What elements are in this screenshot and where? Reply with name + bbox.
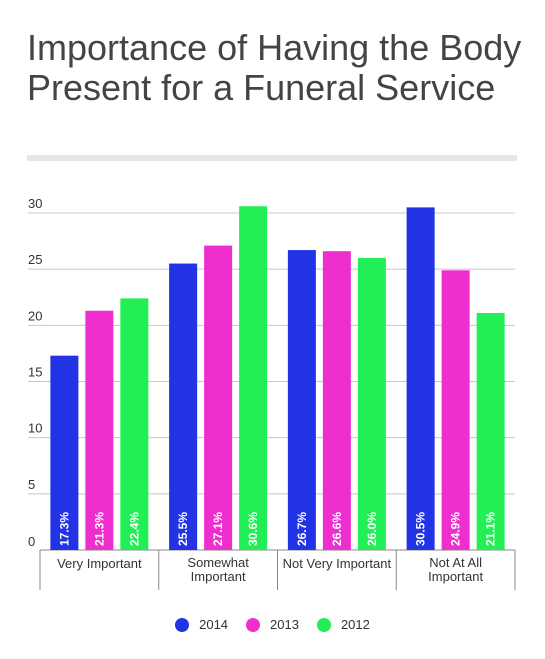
y-tick-label: 0 [28,534,35,549]
bar-data-label: 22.4% [127,512,141,546]
legend-item-2012: 2012 [316,617,370,632]
bar-2014-4 [406,207,435,550]
legend-swatch [246,617,261,632]
bar-2014-3 [287,250,316,550]
bar-2014-1 [50,355,79,550]
bar-2013-1 [85,310,114,550]
bar-data-label: 30.5% [414,512,428,546]
chart-title: Importance of Having the Body Present fo… [27,27,522,108]
x-category-label: Not Very Important [283,556,392,571]
x-category-label: Not At All [429,555,482,570]
y-tick-label: 20 [28,308,42,323]
legend: 2014 2013 2012 [0,617,545,632]
legend-swatch [316,617,331,632]
bar-2013-4 [441,270,470,550]
bar-data-label: 17.3% [57,512,71,546]
y-tick-label: 30 [28,196,42,211]
x-category-label: Important [191,569,246,584]
legend-label: 2012 [340,617,370,632]
bar-data-label: 26.7% [295,512,309,546]
bar-2012-1 [120,298,149,550]
bar-data-label: 21.3% [92,512,106,546]
bar-data-label: 30.6% [246,512,260,546]
bar-data-label: 21.1% [484,512,498,546]
bar-2012-3 [357,257,386,550]
bar-data-label: 26.6% [330,512,344,546]
bar-data-label: 27.1% [211,512,225,546]
x-category-label: Important [428,569,483,584]
legend-item-2014: 2014 [175,617,228,632]
y-tick-label: 15 [28,365,42,380]
x-category-label: Very Important [57,556,142,571]
bar-2014-2 [169,263,198,550]
x-category-label: Somewhat [187,555,249,570]
legend-item-2013: 2013 [246,617,299,632]
title-divider [27,155,517,161]
bar-2013-3 [322,251,351,550]
bar-data-label: 24.9% [449,512,463,546]
legend-label: 2013 [270,617,299,632]
bar-2012-2 [239,206,268,550]
y-tick-label: 10 [28,421,42,436]
y-tick-label: 5 [28,477,35,492]
bar-2012-4 [476,312,505,550]
bar-data-label: 26.0% [365,512,379,546]
bar-chart: 0 5 10 15 20 25 30 17.3% 21.3% 22.4% Very Importan… [28,196,516,590]
y-tick-label: 25 [28,252,42,267]
bar-data-label: 25.5% [176,512,190,546]
bar-2013-2 [204,245,233,550]
legend-label: 2014 [199,617,229,632]
legend-swatch [175,617,190,632]
